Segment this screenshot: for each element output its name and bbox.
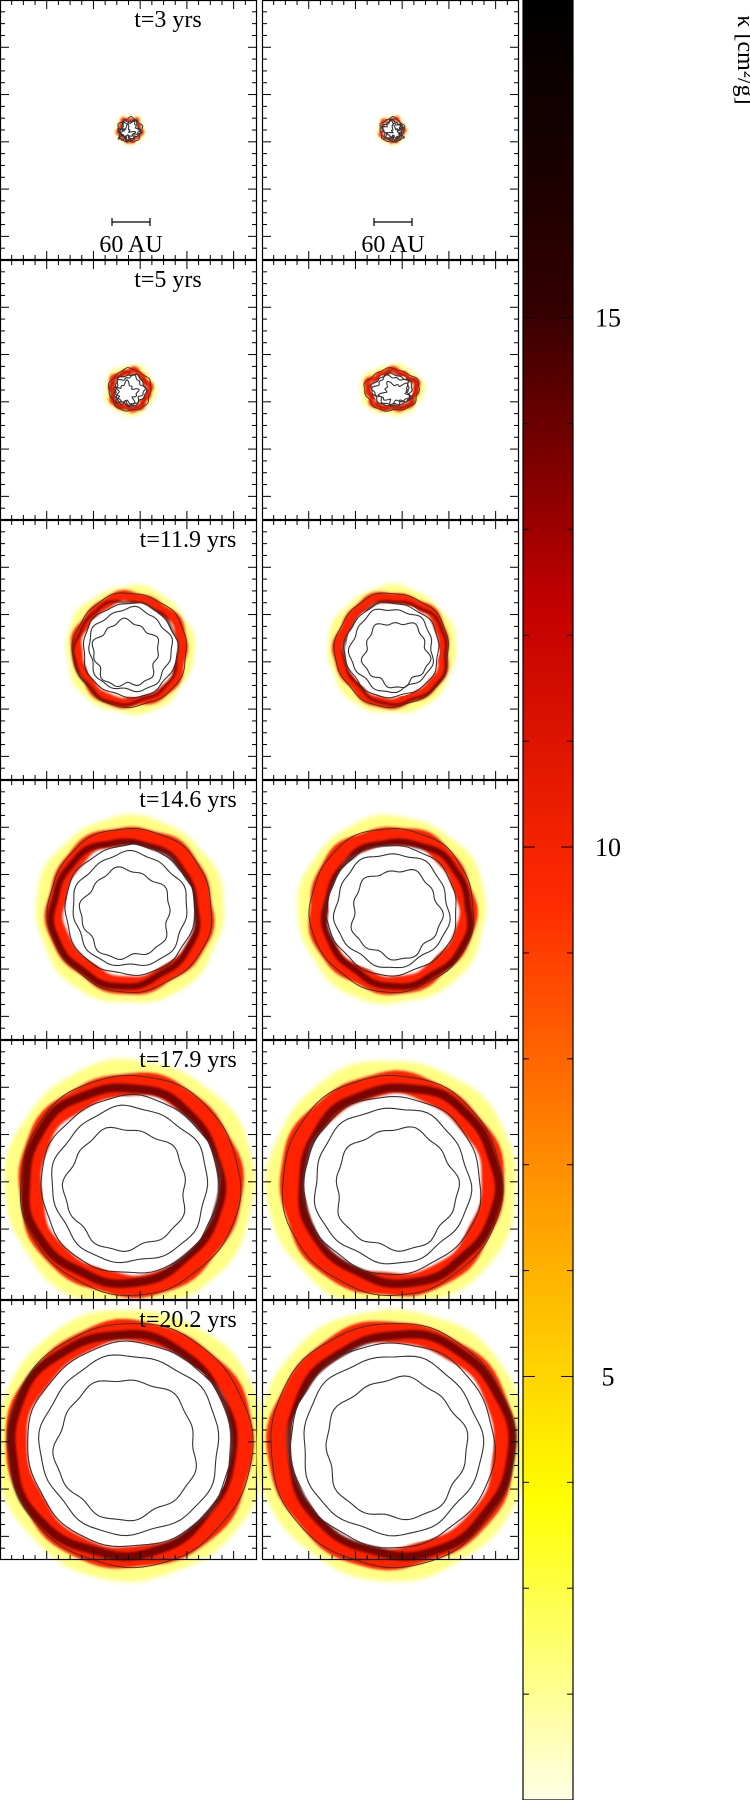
colorbar-tick-label: 5 xyxy=(602,1362,615,1391)
panel-r4-c2 xyxy=(261,779,520,1041)
panel-r6-c2 xyxy=(254,1299,528,1582)
time-label: t=14.6 yrs xyxy=(139,787,237,813)
panel-r6-c1: t=20.2 yrs xyxy=(0,1299,265,1582)
time-label: t=3 yrs xyxy=(134,7,202,33)
colorbar-tick-label: 10 xyxy=(595,833,621,862)
panel-r5-c1: t=17.9 yrs xyxy=(0,1039,258,1310)
panel-r2-c2 xyxy=(261,259,520,521)
colorbar-label: κ [cm²/g] xyxy=(732,15,750,104)
panel-r2-c1: t=5 yrs xyxy=(0,259,258,521)
time-label: t=17.9 yrs xyxy=(139,1047,237,1073)
panel-r5-c2 xyxy=(261,1039,520,1311)
time-label: t=11.9 yrs xyxy=(140,527,237,553)
panel-r3-c1: t=11.9 yrs xyxy=(0,519,258,781)
time-label: t=20.2 yrs xyxy=(139,1307,237,1333)
panel-r1-c2: 60 AU xyxy=(261,0,520,261)
scale-bar-label: 60 AU xyxy=(99,232,162,258)
panel-grid: t=3 yrs 60 AU 60 AU t=5 yrs t=11.9 yrs t=14.6… xyxy=(0,0,528,1582)
scale-bar-label: 60 AU xyxy=(361,232,424,258)
panel-r1-c1: t=3 yrs 60 AU xyxy=(0,0,258,261)
panel-r3-c2 xyxy=(261,519,520,781)
time-label: t=5 yrs xyxy=(134,267,202,293)
colorbar-tick-label: 15 xyxy=(595,304,621,333)
colorbar-bar xyxy=(522,0,574,1800)
panel-r4-c1: t=14.6 yrs xyxy=(0,779,258,1041)
colorbar: 5 10 15 xyxy=(522,0,621,1800)
